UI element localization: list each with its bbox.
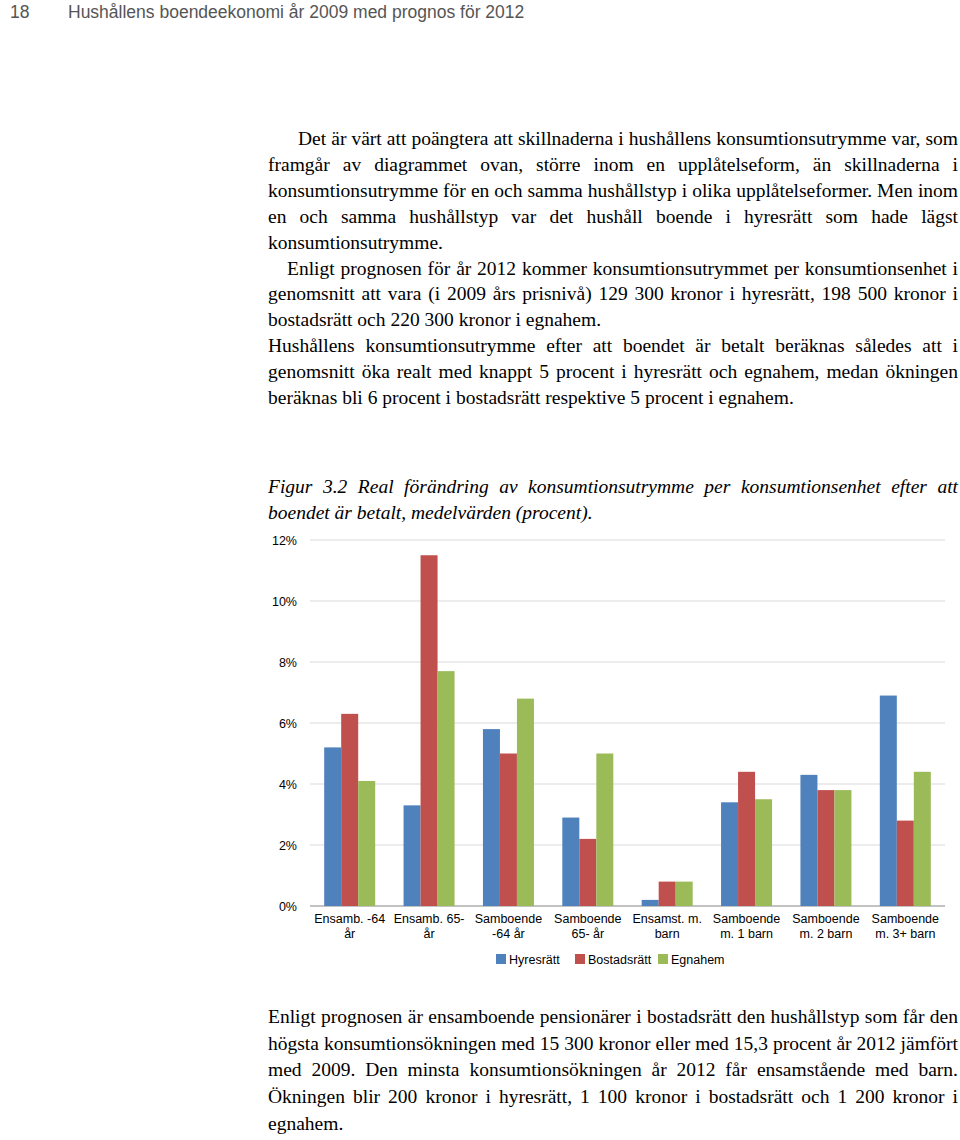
- legend-swatch: [575, 954, 585, 964]
- paragraph: Det är värt att poängtera att skillnader…: [268, 126, 958, 256]
- x-tick-label: Ensamb. -64 år: [311, 912, 389, 942]
- x-tick-label: Ensamb. 65- år: [390, 912, 468, 942]
- y-tick-label: 12%: [272, 534, 297, 548]
- y-tick-label: 6%: [279, 717, 297, 731]
- x-tick-label: Samboende m. 3+ barn: [866, 912, 944, 942]
- grid-line: [310, 723, 945, 724]
- bar: [834, 790, 851, 906]
- paragraph: Enligt prognosen är ensamboende pensionä…: [268, 1004, 958, 1138]
- y-tick-label: 0%: [279, 900, 297, 914]
- x-tick-label: Ensamst. m. barn: [628, 912, 706, 942]
- paragraph: Enligt prognosen för år 2012 kommer kons…: [268, 256, 958, 334]
- bar: [738, 772, 755, 906]
- grid-line: [310, 784, 945, 785]
- legend-label: Egnahem: [671, 953, 725, 967]
- x-tick-label: Samboende -64 år: [469, 912, 547, 942]
- bar: [676, 882, 693, 906]
- bar: [562, 818, 579, 906]
- page-number: 18: [10, 2, 29, 23]
- bar: [914, 772, 931, 906]
- bar: [579, 839, 596, 906]
- x-tick-label: Samboende m. 1 barn: [708, 912, 786, 942]
- bar: [517, 699, 534, 906]
- bar: [897, 821, 914, 906]
- bars: [324, 555, 931, 906]
- x-tick-label: Samboende 65- år: [549, 912, 627, 942]
- bar: [341, 714, 358, 906]
- legend-label: Hyresrätt: [509, 953, 560, 967]
- body-text: Det är värt att poängtera att skillnader…: [268, 126, 958, 411]
- figure-caption: Figur 3.2 Real förändring av konsumtions…: [268, 474, 958, 526]
- y-tick-label: 2%: [279, 839, 297, 853]
- legend-swatch: [496, 954, 506, 964]
- legend-label: Bostadsrätt: [588, 953, 652, 967]
- x-tick-label: Samboende m. 2 barn: [787, 912, 865, 942]
- grid-line: [310, 540, 945, 541]
- bar: [817, 790, 834, 906]
- bar: [659, 882, 676, 906]
- bar: [324, 747, 341, 906]
- bar: [596, 754, 613, 907]
- y-tick-label: 10%: [272, 595, 297, 609]
- bar: [721, 802, 738, 906]
- bar: [483, 729, 500, 906]
- bar: [880, 696, 897, 906]
- grid-line: [310, 662, 945, 663]
- running-title: Hushållens boendeekonomi år 2009 med pro…: [68, 2, 524, 23]
- bar: [800, 775, 817, 906]
- bar: [438, 671, 455, 906]
- legend-swatch: [658, 954, 668, 964]
- chart: 0% 2% 4% 6% 8% 10% 12% Hyresrätt Bostadsrätt Egna…: [0, 0, 960, 1140]
- y-tick-label: 8%: [279, 656, 297, 670]
- bar: [404, 805, 421, 906]
- bar: [358, 781, 375, 906]
- grid-line: [310, 601, 945, 602]
- bar: [500, 754, 517, 907]
- bar: [421, 555, 438, 906]
- page: 18 Hushållens boendeekonomi år 2009 med p…: [0, 0, 960, 1140]
- bar: [642, 900, 659, 906]
- paragraph: Hushållens konsumtionsutrymme efter att …: [268, 333, 958, 411]
- bar: [755, 799, 772, 906]
- y-tick-label: 4%: [279, 778, 297, 792]
